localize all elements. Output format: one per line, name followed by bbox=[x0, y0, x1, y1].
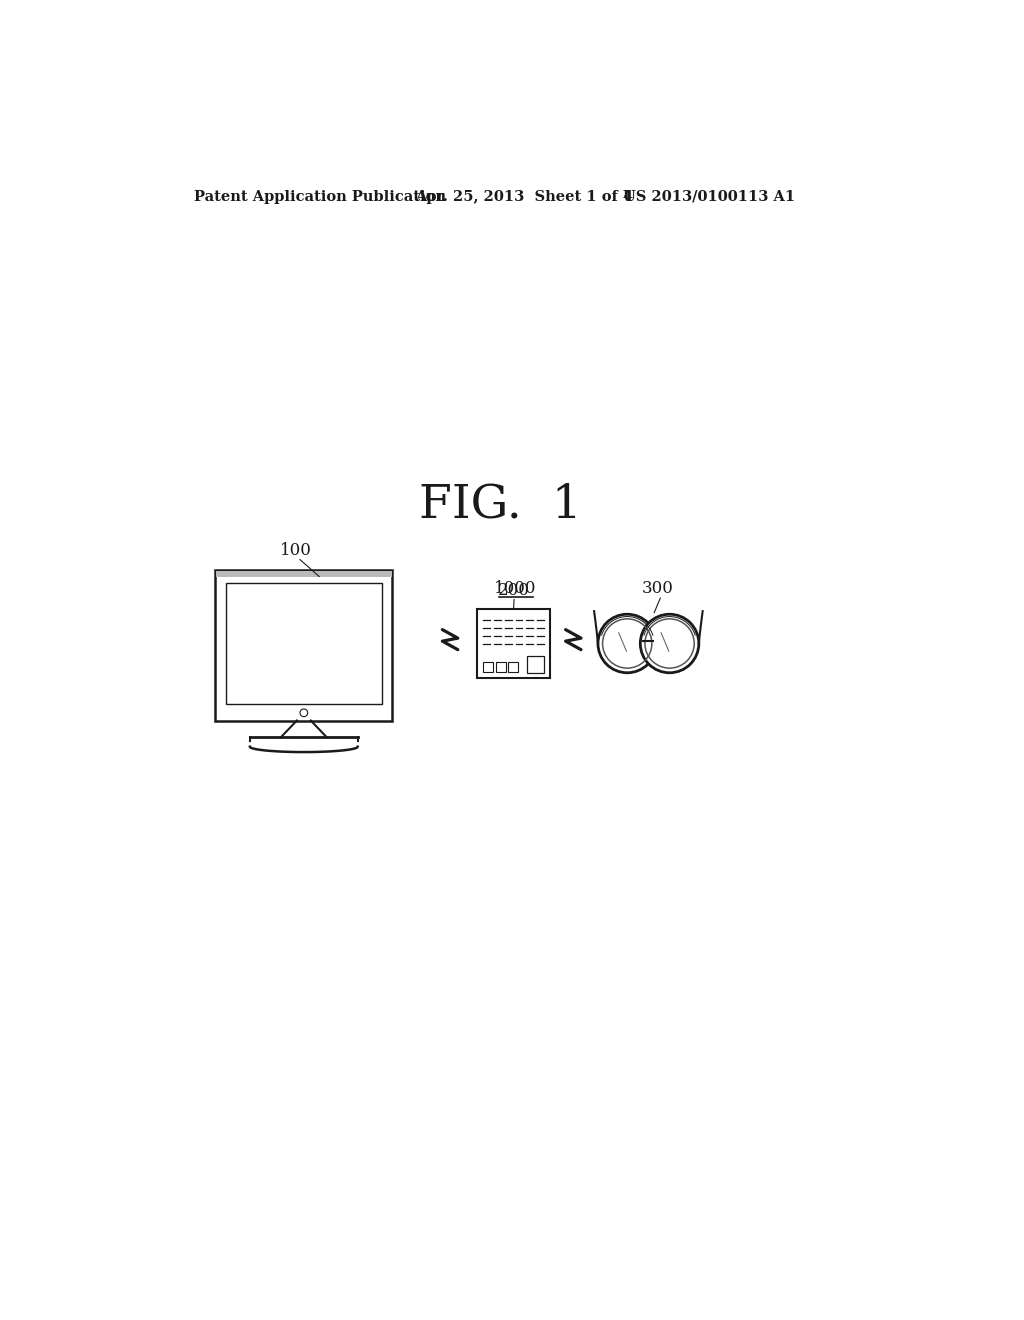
Text: FIG.  1: FIG. 1 bbox=[419, 482, 582, 528]
Bar bbox=[496, 663, 506, 672]
Text: Apr. 25, 2013  Sheet 1 of 4: Apr. 25, 2013 Sheet 1 of 4 bbox=[416, 190, 634, 203]
Bar bbox=[216, 572, 391, 577]
Bar bbox=[483, 663, 494, 672]
Bar bbox=[527, 656, 544, 673]
Bar bbox=[508, 663, 518, 672]
Circle shape bbox=[598, 614, 656, 673]
Bar bbox=[215, 570, 392, 577]
Bar bbox=[477, 609, 550, 678]
Text: 200: 200 bbox=[498, 582, 530, 599]
Text: 300: 300 bbox=[642, 581, 674, 598]
Circle shape bbox=[300, 709, 307, 717]
Text: 100: 100 bbox=[281, 541, 312, 558]
Circle shape bbox=[640, 614, 698, 673]
Bar bbox=[215, 570, 392, 721]
Text: US 2013/0100113 A1: US 2013/0100113 A1 bbox=[624, 190, 796, 203]
Bar bbox=[226, 582, 382, 704]
Text: Patent Application Publication: Patent Application Publication bbox=[194, 190, 445, 203]
Text: 1000: 1000 bbox=[495, 581, 537, 598]
